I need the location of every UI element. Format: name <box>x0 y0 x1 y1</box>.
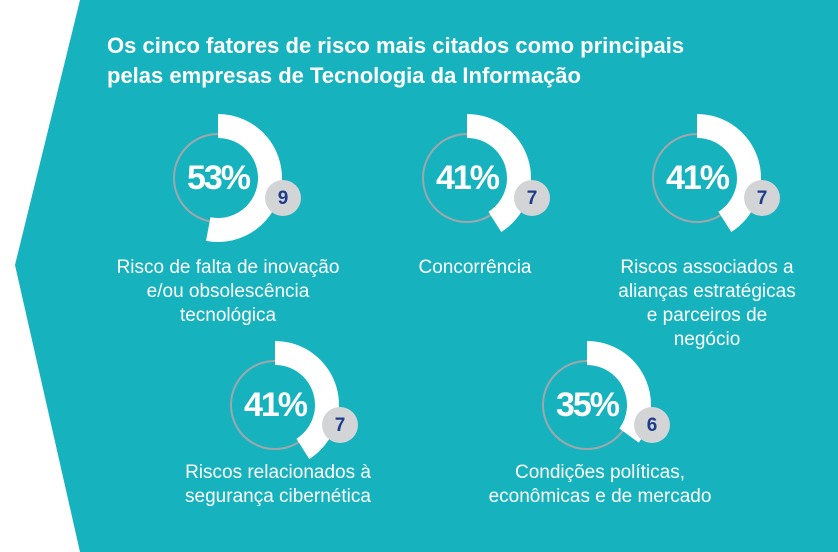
item-label: e parceiros de <box>647 305 767 326</box>
item-label: Condições políticas, <box>515 462 685 483</box>
item-label: negócio <box>674 329 741 350</box>
rank-number: 7 <box>335 415 346 436</box>
gauge-arc <box>587 341 652 443</box>
title-line: pelas empresas de Tecnologia da Informaç… <box>107 63 581 88</box>
item-label: alianças estratégicas <box>618 281 795 302</box>
title-line: Os cinco fatores de risco mais citados c… <box>107 33 684 58</box>
gauge-percent: 53% <box>187 159 251 197</box>
item-label: tecnológica <box>180 305 277 326</box>
item-label: segurança cibernética <box>185 486 371 507</box>
item-label: Risco de falta de inovação <box>117 257 340 278</box>
rank-badge <box>514 180 550 216</box>
rank-number: 7 <box>757 188 768 209</box>
item-label: Riscos associados a <box>620 257 794 278</box>
rank-badge <box>744 180 780 216</box>
gauge-percent: 41% <box>666 159 730 197</box>
rank-number: 9 <box>278 188 289 209</box>
gauge-percent: 35% <box>556 386 620 424</box>
item-label: e/ou obsolescência <box>147 281 310 302</box>
rank-number: 6 <box>647 415 658 436</box>
item-label: Concorrência <box>419 257 532 278</box>
rank-badge <box>322 407 358 443</box>
gauge-arc <box>206 114 282 242</box>
item-label: econômicas e de mercado <box>489 486 712 507</box>
rank-badge <box>265 180 301 216</box>
rank-badge <box>634 407 670 443</box>
gauge-percent: 41% <box>436 159 500 197</box>
gauge-percent: 41% <box>244 386 308 424</box>
rank-number: 7 <box>527 188 538 209</box>
item-label: Riscos relacionados à <box>185 462 371 483</box>
